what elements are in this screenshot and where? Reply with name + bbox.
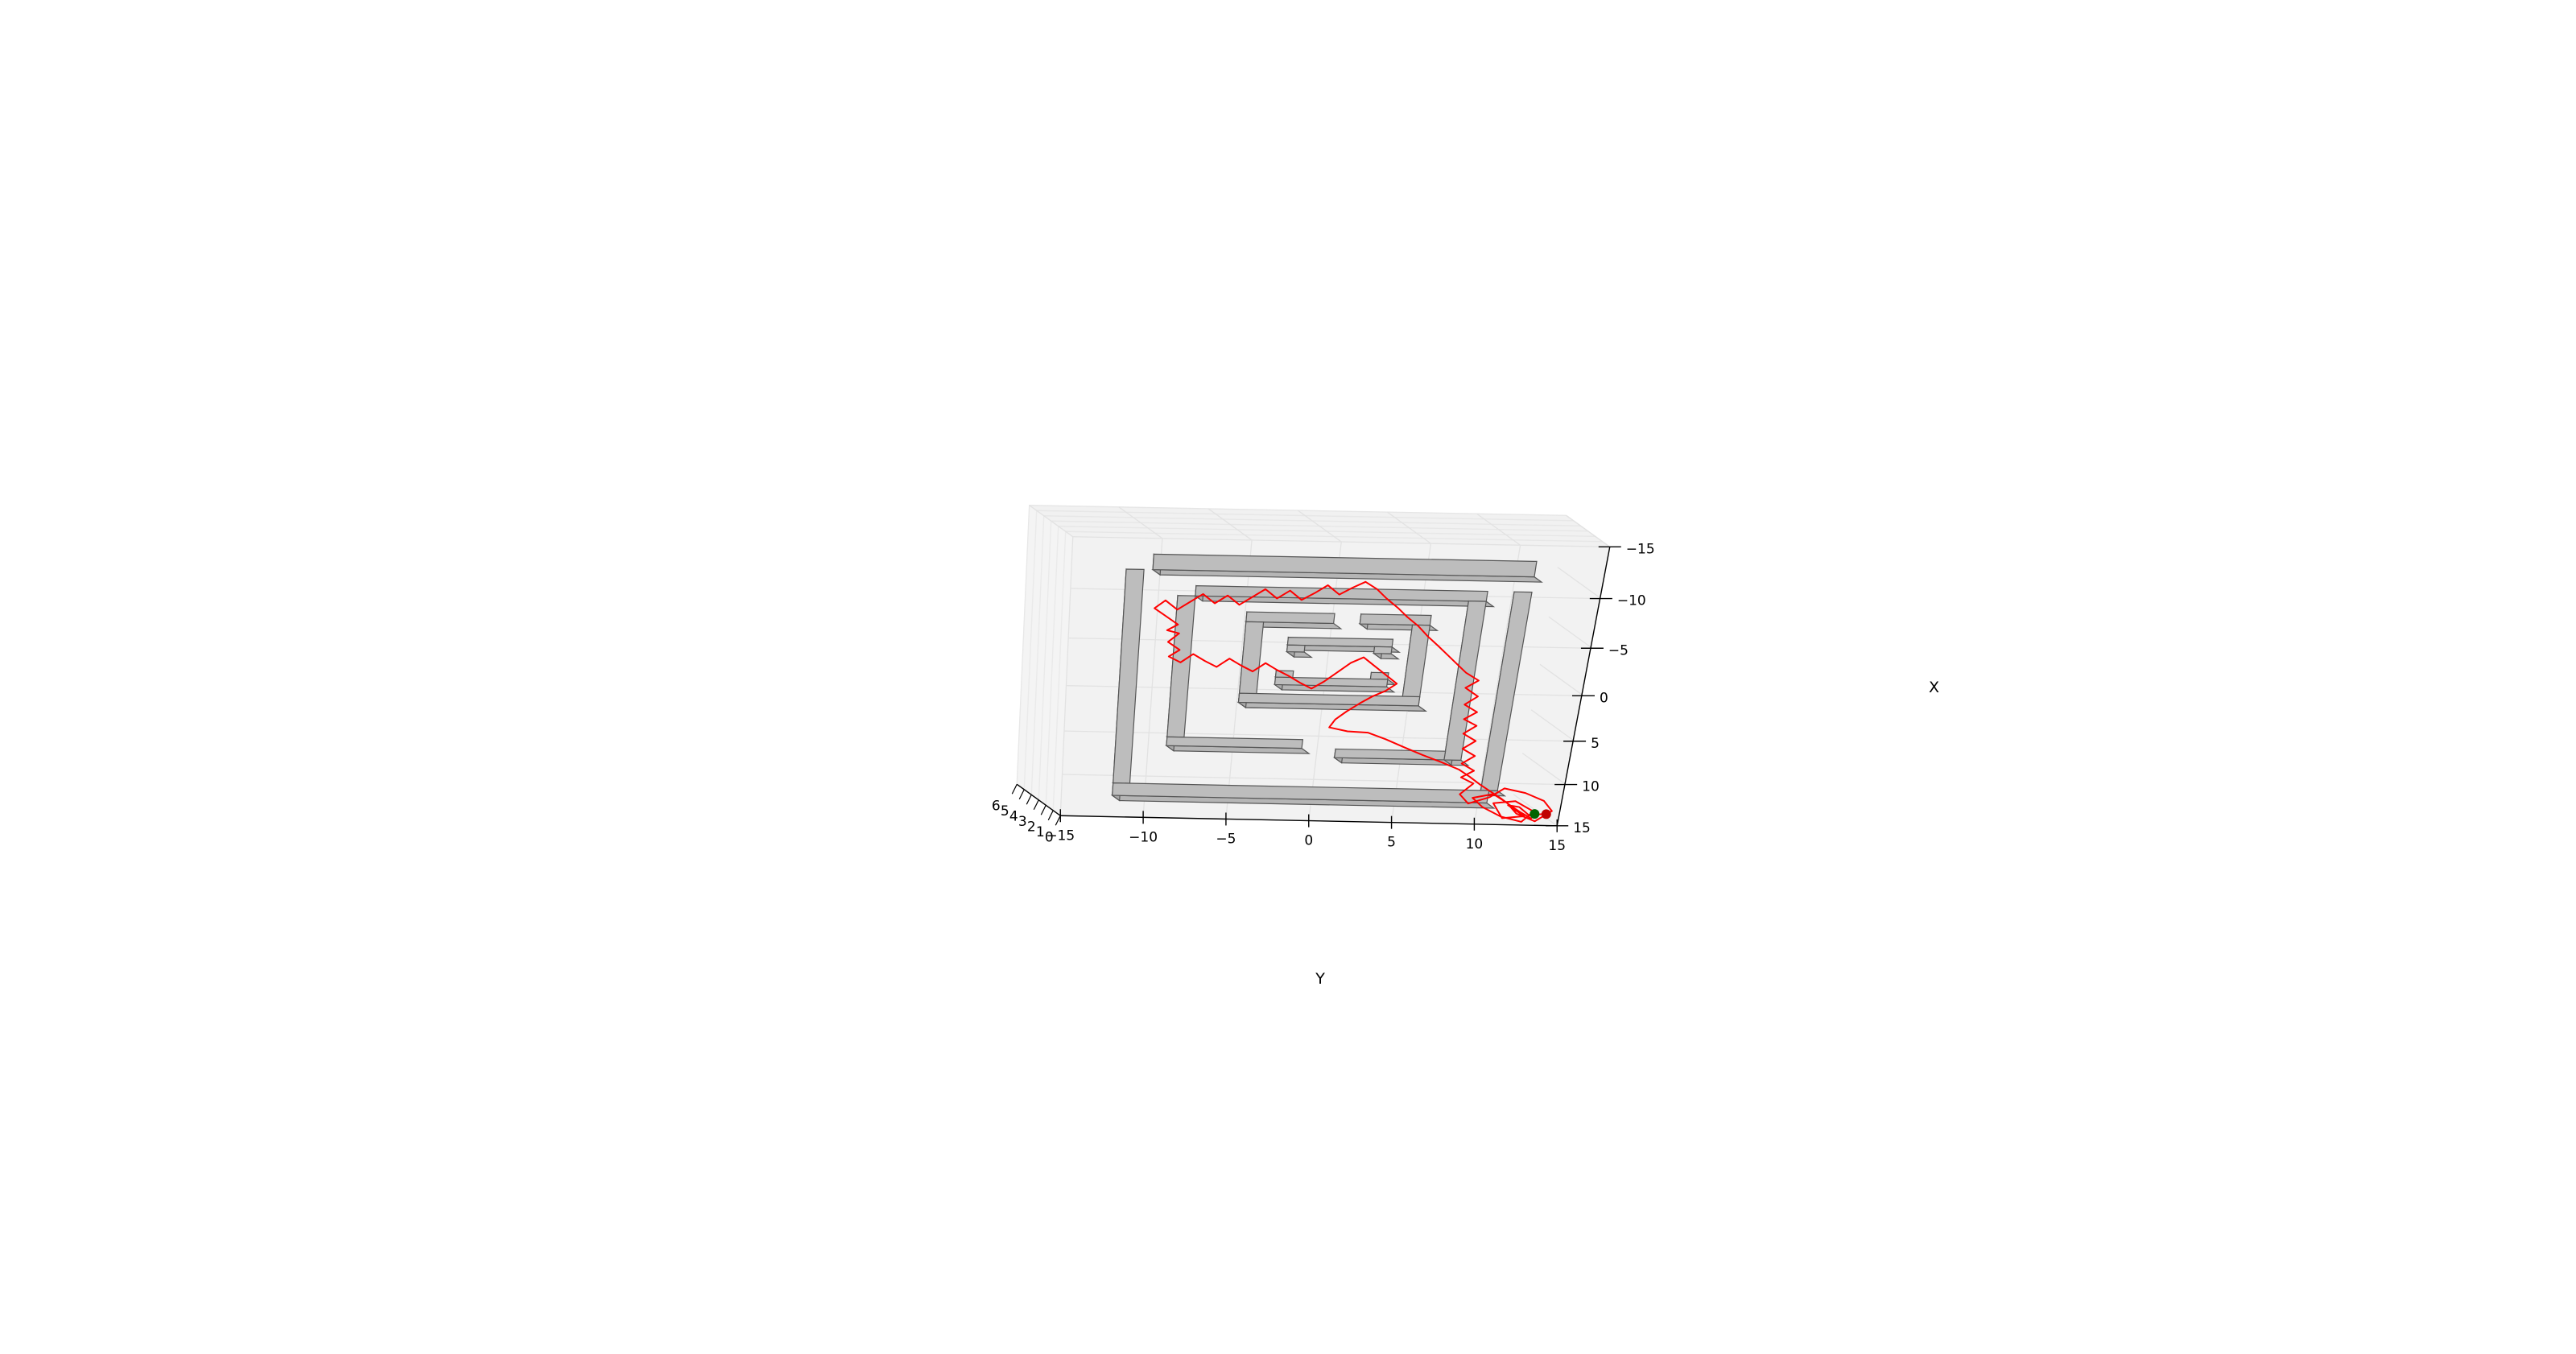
x-tick-label: −5	[1608, 642, 1629, 658]
y-tick-label: 15	[1548, 838, 1566, 854]
z-tick-label: 5	[1001, 803, 1009, 819]
side-pane	[1017, 505, 1073, 816]
y-axis-label: Y	[1315, 970, 1325, 988]
obstacle-core-wall-tl	[1285, 644, 1314, 658]
z-tick-label: 2	[1027, 819, 1036, 835]
path-line	[1154, 580, 1553, 823]
obstacle-face	[1112, 782, 1490, 804]
z-tick	[1026, 794, 1032, 805]
z-tick-label: 4	[1009, 808, 1018, 824]
obstacle-mid-wall-bottom-l	[1165, 736, 1311, 754]
obstacle-outer-wall-bottom	[1110, 782, 1496, 809]
x-tick-label: −15	[1626, 541, 1655, 557]
obstacle-outer-wall-top	[1151, 553, 1543, 583]
obstacle-inner-wall-bottom	[1236, 692, 1427, 712]
y-tick-label: −10	[1129, 829, 1158, 845]
obstacle-face	[1373, 646, 1393, 654]
obstacle-core-wall-tr	[1372, 646, 1401, 660]
grid-line-y	[1118, 506, 1163, 818]
z-tick	[1033, 799, 1039, 811]
z-tick	[1018, 789, 1025, 800]
obstacle-mid-wall-bottom-r	[1332, 748, 1453, 766]
y-tick-label: 10	[1466, 836, 1484, 852]
obstacle-outer-wall-right	[1479, 591, 1533, 797]
x-axis-label: X	[1929, 679, 1939, 696]
path-layer	[1154, 580, 1553, 823]
grid-line-y	[1208, 508, 1253, 819]
grid-line-y	[1029, 505, 1074, 816]
z-tick-label: 6	[992, 798, 1001, 814]
z-tick-label: 0	[1045, 829, 1054, 845]
z-tick	[1011, 783, 1018, 795]
z-tick	[1040, 804, 1046, 815]
obstacle-face	[1480, 591, 1533, 791]
y-tick-label: −5	[1216, 831, 1236, 847]
y-tick-label: −15	[1046, 828, 1075, 844]
obstacle-face	[1245, 611, 1335, 625]
obstacle-face	[1166, 736, 1304, 749]
y-tick-label: 0	[1304, 833, 1313, 849]
start-marker	[1530, 809, 1540, 819]
x-axis-line	[1556, 547, 1611, 826]
z-tick-label: 3	[1018, 814, 1027, 830]
x-tick-label: 15	[1573, 820, 1591, 836]
y-tick-label: 5	[1387, 835, 1396, 851]
goal-marker	[1541, 809, 1551, 819]
obstacle-face	[1443, 601, 1487, 761]
grid-line-y	[1473, 513, 1521, 824]
obstacle-face	[1359, 613, 1432, 626]
x-tick-label: 10	[1582, 779, 1600, 795]
z-tick	[1055, 815, 1061, 826]
obstacle-face	[1152, 553, 1538, 578]
grid-line-y	[1387, 511, 1432, 823]
obstacle-core-wall-bottom	[1273, 676, 1396, 693]
obstacle-face	[1286, 644, 1306, 653]
x-tick-label: 0	[1600, 690, 1608, 706]
x-tick-label: −10	[1617, 593, 1646, 609]
z-tick-label: 1	[1036, 824, 1045, 840]
z-tick	[1047, 810, 1054, 821]
obstacle-inner-wall-right	[1399, 624, 1431, 712]
x-tick-label: 5	[1591, 736, 1600, 752]
obstacle-face	[1333, 748, 1447, 761]
grid-line-y	[1297, 510, 1342, 821]
